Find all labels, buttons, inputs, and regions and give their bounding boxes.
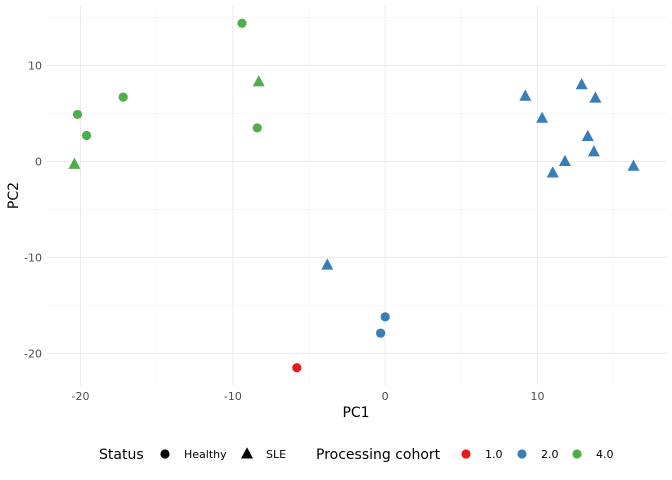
data-point-triangle [575,77,588,90]
data-point-triangle [627,159,640,171]
legend-cohort-key [572,449,582,459]
legend-status-label: SLE [266,448,286,461]
data-point-triangle [558,154,571,166]
data-point-triangle [321,258,334,270]
x-tick-label: 10 [531,390,545,403]
data-point-circle [376,328,386,338]
data-point-triangle [581,129,594,142]
data-point-triangle [589,91,602,103]
legend-cohort-label: 1.0 [485,448,503,461]
legend-cohort-title: Processing cohort [316,447,441,463]
legend-cohort-label: 4.0 [596,448,614,461]
x-tick-label: 0 [382,390,389,403]
data-point-circle [72,109,83,120]
data-point-circle [252,123,262,133]
y-tick-label: 0 [35,155,42,168]
x-tick-label: -10 [224,390,242,403]
legend-cohort-label: 2.0 [541,448,559,461]
data-point-circle [380,312,390,322]
data-point-triangle [252,75,265,87]
data-point-triangle [546,166,559,178]
x-tick-label: -20 [72,390,90,403]
data-point-circle [292,363,302,373]
grid [47,6,667,385]
legend: Status Processing cohort Healthy SLE 1.0 2.… [99,447,614,463]
legend-sle-key [241,447,253,459]
y-tick-label: -20 [24,347,42,360]
data-point-triangle [519,89,532,101]
legend-status-label: Healthy [184,448,227,461]
legend-healthy-key [160,449,170,459]
legend-status-title: Status [99,447,144,463]
data-point-circle [237,18,247,28]
data-point-triangle [536,111,549,123]
data-point-triangle [68,157,81,169]
y-axis-title: PC2 [6,182,22,209]
data-point-circle [82,130,92,141]
legend-cohort-key [461,449,471,459]
axes: -20 -10 0 10 -20 -10 0 10 [24,59,544,403]
x-axis-title: PC1 [342,405,369,421]
y-tick-label: 10 [28,59,42,72]
data-points [68,18,640,373]
y-tick-label: -10 [24,251,42,264]
legend-cohort-key [517,449,527,459]
data-point-triangle [587,145,600,157]
data-point-circle [118,92,128,102]
